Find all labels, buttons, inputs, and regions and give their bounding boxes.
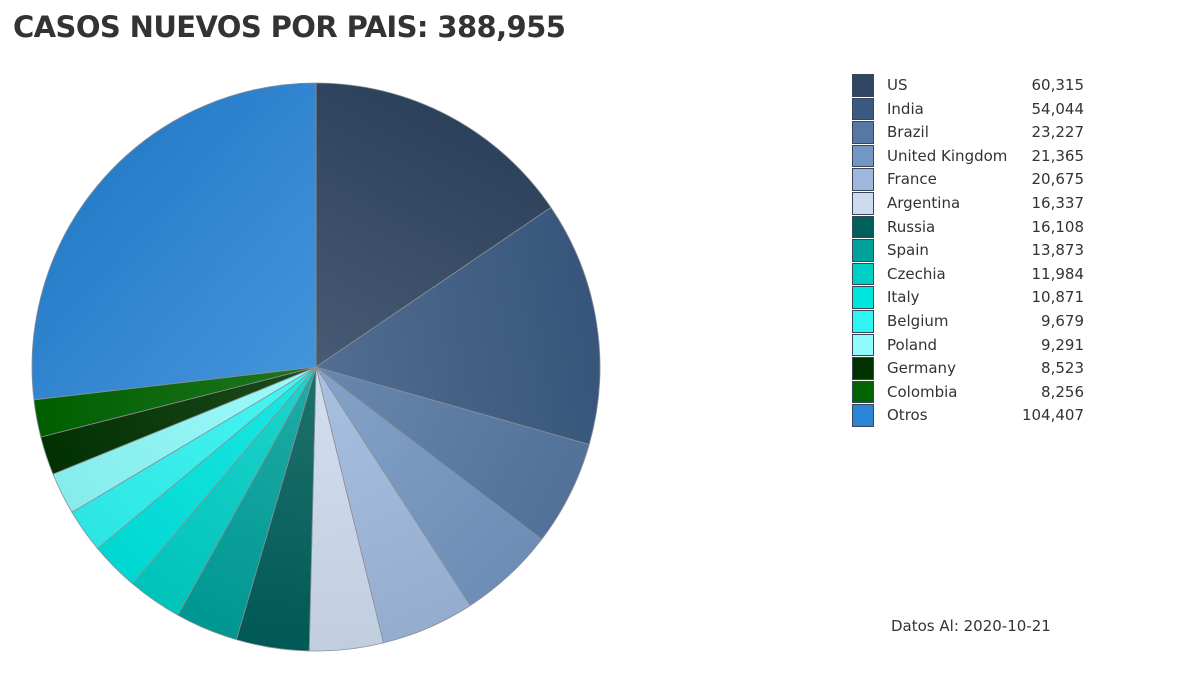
legend-item-united-kingdom: United Kingdom 21,365 — [852, 144, 1092, 169]
legend-value: 23,227 — [1031, 123, 1085, 142]
legend-item-france: France 20,675 — [852, 168, 1092, 192]
legend-value: 10,871 — [1031, 288, 1085, 307]
legend-label: United Kingdom — [887, 146, 1008, 165]
legend-item-us: US 60,315 — [852, 74, 1092, 98]
legend-label: Brazil — [887, 123, 929, 142]
legend-swatch — [852, 357, 874, 380]
legend-swatch — [852, 144, 874, 168]
legend-item-russia: Russia 16,108 — [852, 215, 1092, 240]
legend-value: 20,675 — [1031, 170, 1085, 189]
data-date-footnote: Datos Al: 2020-10-21 — [891, 617, 1051, 635]
legend-swatch — [852, 168, 874, 191]
legend-item-poland: Poland 9,291 — [852, 333, 1092, 358]
legend-swatch — [852, 404, 874, 427]
legend-swatch — [852, 74, 874, 97]
legend-item-italy: Italy 10,871 — [852, 286, 1092, 310]
legend-label: India — [887, 99, 924, 118]
legend-value: 54,044 — [1031, 99, 1085, 118]
legend-item-argentina: Argentina 16,337 — [852, 191, 1092, 216]
legend-swatch — [852, 333, 874, 357]
legend-swatch — [852, 191, 874, 215]
legend-label: Russia — [887, 217, 936, 236]
pie-slice-india — [315, 207, 601, 445]
legend-item-otros: Otros 104,407 — [852, 404, 1092, 428]
legend-value: 21,365 — [1031, 146, 1085, 165]
legend-swatch — [852, 97, 874, 121]
legend-value: 13,873 — [1031, 241, 1085, 260]
legend-label: Poland — [887, 335, 938, 354]
legend-value: 9,291 — [1041, 335, 1084, 354]
pie-chart-area — [31, 82, 601, 652]
legend-swatch — [852, 215, 874, 239]
legend-label: Otros — [887, 406, 928, 425]
legend-swatch — [852, 239, 874, 262]
legend-value: 16,337 — [1031, 193, 1085, 212]
legend-label: Italy — [887, 288, 920, 307]
legend-value: 9,679 — [1041, 311, 1084, 330]
legend-item-colombia: Colombia 8,256 — [852, 380, 1092, 405]
legend: US 60,315 India 54,044 Brazil 23,227 United Ki… — [852, 74, 1092, 428]
legend-label: Spain — [887, 241, 929, 260]
pie-slices — [31, 82, 601, 652]
legend-value: 16,108 — [1031, 217, 1085, 236]
legend-item-brazil: Brazil 23,227 — [852, 121, 1092, 145]
chart-title: CASOS NUEVOS POR PAIS: 388,955 — [13, 10, 566, 44]
legend-label: Czechia — [887, 264, 946, 283]
legend-value: 8,523 — [1041, 359, 1084, 378]
legend-value: 11,984 — [1031, 264, 1085, 283]
legend-label: US — [887, 76, 908, 94]
legend-label: France — [887, 170, 937, 189]
legend-value: 60,315 — [1031, 76, 1085, 94]
legend-value: 8,256 — [1041, 382, 1084, 401]
legend-value: 104,407 — [1021, 406, 1084, 425]
legend-swatch — [852, 286, 874, 309]
legend-item-india: India 54,044 — [852, 97, 1092, 122]
legend-item-germany: Germany 8,523 — [852, 357, 1092, 381]
legend-swatch — [852, 121, 874, 144]
pie-chart — [31, 82, 601, 652]
pie-slice-otros — [31, 82, 317, 401]
legend-swatch — [852, 309, 874, 333]
legend-swatch — [852, 262, 874, 286]
legend-label: Colombia — [887, 382, 958, 401]
legend-item-belgium: Belgium 9,679 — [852, 309, 1092, 334]
legend-label: Argentina — [887, 193, 961, 212]
legend-swatch — [852, 380, 874, 404]
pie-slice-us — [315, 82, 552, 368]
legend-label: Belgium — [887, 311, 949, 330]
legend-item-spain: Spain 13,873 — [852, 239, 1092, 263]
legend-item-czechia: Czechia 11,984 — [852, 262, 1092, 287]
legend-label: Germany — [887, 359, 956, 378]
